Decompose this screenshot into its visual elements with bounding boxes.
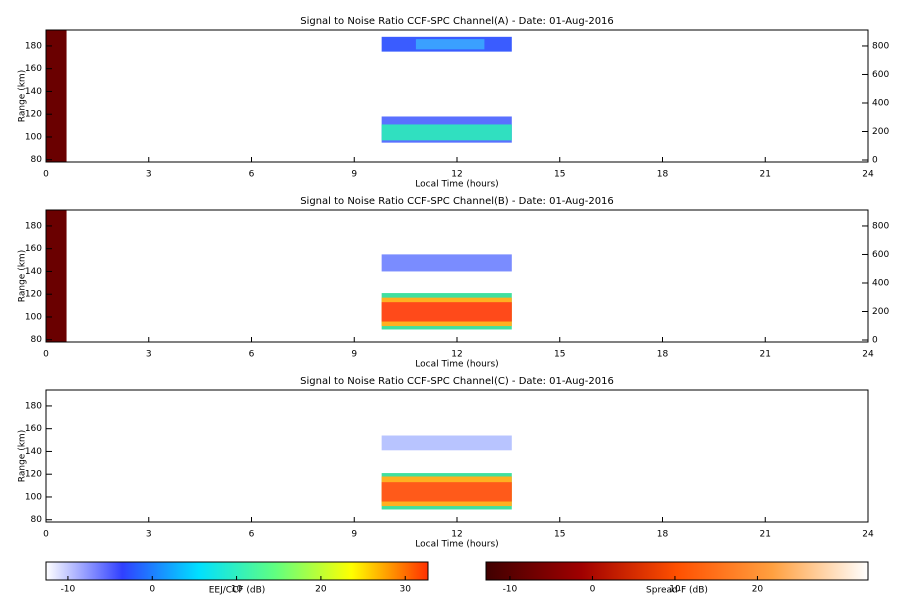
data-region bbox=[381, 302, 512, 322]
data-region bbox=[381, 435, 512, 451]
y-tick-label: 120 bbox=[25, 290, 42, 300]
colorbar-tick-label: 20 bbox=[752, 585, 764, 595]
y-tick-label: 160 bbox=[25, 424, 42, 434]
x-tick-label: 24 bbox=[862, 350, 874, 360]
y-tick-label: 180 bbox=[25, 41, 42, 51]
x-axis-label: Local Time (hours) bbox=[415, 360, 498, 370]
y-tick-label: 80 bbox=[31, 335, 43, 345]
x-tick-label: 18 bbox=[657, 350, 669, 360]
panel-title: Signal to Noise Ratio CCF-SPC Channel(A)… bbox=[300, 16, 614, 27]
y2-tick-label: 200 bbox=[872, 307, 889, 317]
y-tick-label: 160 bbox=[25, 244, 42, 254]
x-tick-label: 6 bbox=[249, 350, 255, 360]
y2-tick-label: 0 bbox=[872, 156, 878, 166]
y2-tick-label: 800 bbox=[872, 41, 889, 51]
x-tick-label: 3 bbox=[146, 530, 152, 540]
y-tick-label: 80 bbox=[31, 155, 43, 165]
x-tick-label: 3 bbox=[146, 170, 152, 180]
x-tick-label: 6 bbox=[249, 530, 255, 540]
data-region bbox=[381, 254, 512, 272]
data-region bbox=[415, 39, 485, 50]
x-tick-label: 3 bbox=[146, 350, 152, 360]
data-region bbox=[381, 482, 512, 502]
x-tick-label: 15 bbox=[554, 170, 565, 180]
y-tick-label: 140 bbox=[25, 87, 42, 97]
colorbar-label: Spread-F (dB) bbox=[646, 586, 708, 596]
y2-tick-label: 0 bbox=[872, 336, 878, 346]
colorbar-tick-label: 10 bbox=[669, 585, 681, 595]
x-tick-label: 6 bbox=[249, 170, 255, 180]
y2-tick-label: 400 bbox=[872, 98, 889, 108]
x-tick-label: 12 bbox=[451, 530, 462, 540]
x-tick-label: 0 bbox=[43, 350, 49, 360]
x-tick-label: 15 bbox=[554, 350, 565, 360]
y2-tick-label: 800 bbox=[872, 221, 889, 231]
x-tick-label: 18 bbox=[657, 530, 669, 540]
x-tick-label: 15 bbox=[554, 530, 565, 540]
panel-title: Signal to Noise Ratio CCF-SPC Channel(B)… bbox=[300, 196, 614, 207]
x-tick-label: 12 bbox=[451, 350, 462, 360]
y-tick-label: 140 bbox=[25, 267, 42, 277]
y-tick-label: 120 bbox=[25, 110, 42, 120]
colorbar-tick-label: 0 bbox=[590, 585, 596, 595]
x-tick-label: 21 bbox=[760, 350, 771, 360]
x-axis-label: Local Time (hours) bbox=[415, 540, 498, 550]
y-axis-label: Range (km) bbox=[18, 250, 28, 302]
x-tick-label: 9 bbox=[351, 170, 357, 180]
colorbar-tick-label: 30 bbox=[400, 585, 412, 595]
colorbar-tick-label: -10 bbox=[61, 585, 76, 595]
y-tick-label: 140 bbox=[25, 447, 42, 457]
y2-tick-label: 600 bbox=[872, 70, 889, 80]
x-tick-label: 9 bbox=[351, 350, 357, 360]
y-tick-label: 120 bbox=[25, 470, 42, 480]
y-tick-label: 180 bbox=[25, 401, 42, 411]
y-axis-label: Range (km) bbox=[18, 430, 28, 482]
x-tick-label: 24 bbox=[862, 170, 874, 180]
data-region bbox=[381, 124, 512, 141]
colorbar bbox=[485, 561, 869, 581]
y-axis-label: Range (km) bbox=[18, 70, 28, 122]
y-tick-label: 80 bbox=[31, 515, 43, 525]
data-region bbox=[46, 210, 67, 342]
y-tick-label: 160 bbox=[25, 64, 42, 74]
y2-tick-label: 400 bbox=[872, 278, 889, 288]
x-tick-label: 0 bbox=[43, 530, 49, 540]
y-tick-label: 100 bbox=[25, 132, 42, 142]
x-tick-label: 9 bbox=[351, 530, 357, 540]
x-tick-label: 12 bbox=[451, 170, 462, 180]
x-tick-label: 18 bbox=[657, 170, 669, 180]
colorbar-tick-label: 0 bbox=[149, 585, 155, 595]
y-tick-label: 100 bbox=[25, 312, 42, 322]
panel-title: Signal to Noise Ratio CCF-SPC Channel(C)… bbox=[300, 376, 614, 387]
colorbar-label: EEJ/CCF (dB) bbox=[209, 586, 266, 596]
y2-tick-label: 200 bbox=[872, 127, 889, 137]
y2-tick-label: 600 bbox=[872, 250, 889, 260]
x-tick-label: 21 bbox=[760, 170, 771, 180]
data-region bbox=[46, 30, 67, 162]
y-tick-label: 100 bbox=[25, 492, 42, 502]
colorbar-tick-label: 20 bbox=[315, 585, 327, 595]
x-tick-label: 21 bbox=[760, 530, 771, 540]
x-tick-label: 0 bbox=[43, 170, 49, 180]
colorbar-tick-label: 10 bbox=[231, 585, 243, 595]
colorbar-tick-label: -10 bbox=[503, 585, 518, 595]
x-tick-label: 24 bbox=[862, 530, 874, 540]
y-tick-label: 180 bbox=[25, 221, 42, 231]
x-axis-label: Local Time (hours) bbox=[415, 180, 498, 190]
